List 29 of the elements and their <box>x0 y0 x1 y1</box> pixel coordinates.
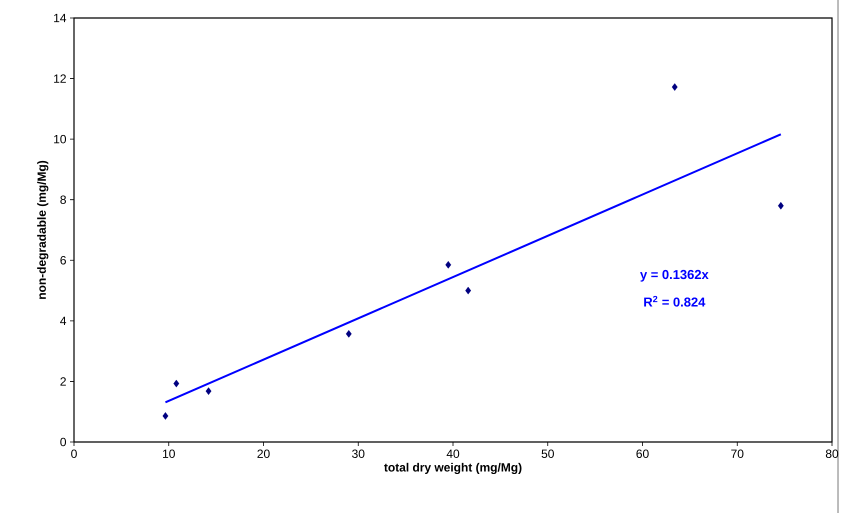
y-tick-label: 14 <box>54 14 66 22</box>
annotation: R$^{2}$ = 0.824 <box>644 296 706 307</box>
point <box>346 330 352 338</box>
x-tick-label: 10 <box>163 450 175 458</box>
x-tick-label: 20 <box>257 450 270 458</box>
x-tick-label: 40 <box>446 450 460 458</box>
y-tick-label: 0 <box>60 438 66 446</box>
point <box>162 412 168 420</box>
y-tick-label: 6 <box>60 256 66 265</box>
x-tick-label: 80 <box>826 450 838 458</box>
y-tick-label: 2 <box>60 377 66 386</box>
x-tick-label: 0 <box>71 450 77 458</box>
point <box>778 202 784 210</box>
y-tick-label: 8 <box>60 195 66 204</box>
x-tick-label: 50 <box>542 450 554 458</box>
annotation: y = 0.1362x <box>640 270 709 282</box>
point <box>206 387 212 395</box>
point <box>173 380 180 388</box>
y-tick-label: 10 <box>54 134 66 144</box>
y-axis-title: non-degradable (mg/Mg) <box>37 160 48 299</box>
x-axis-title: total dry weight (mg/Mg) <box>384 462 522 474</box>
x-tick-label: 30 <box>352 450 364 458</box>
y-tick-label: 12 <box>54 74 66 83</box>
point <box>672 83 678 91</box>
x-tick-label: 60 <box>636 450 649 458</box>
y-tick-label: 4 <box>60 316 66 325</box>
x-tick-label: 70 <box>731 450 744 458</box>
point <box>465 286 472 294</box>
point <box>445 261 452 269</box>
